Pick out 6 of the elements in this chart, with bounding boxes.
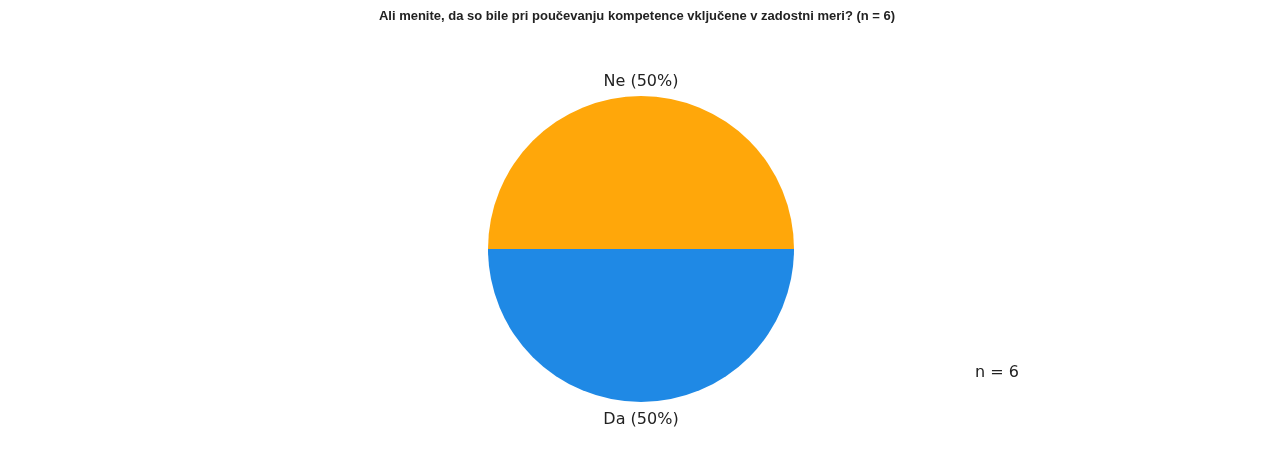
slice-label: Ne (50%) bbox=[603, 70, 679, 90]
pie-slice bbox=[488, 96, 794, 249]
chart-title: Ali menite, da so bile pri poučevanju kompetence vključene v zadostni meri? (n = 6) bbox=[377, 8, 897, 23]
text: n = 6 bbox=[975, 362, 1019, 381]
slice-label: Da (50%) bbox=[603, 408, 679, 428]
pie-slice bbox=[488, 249, 794, 402]
